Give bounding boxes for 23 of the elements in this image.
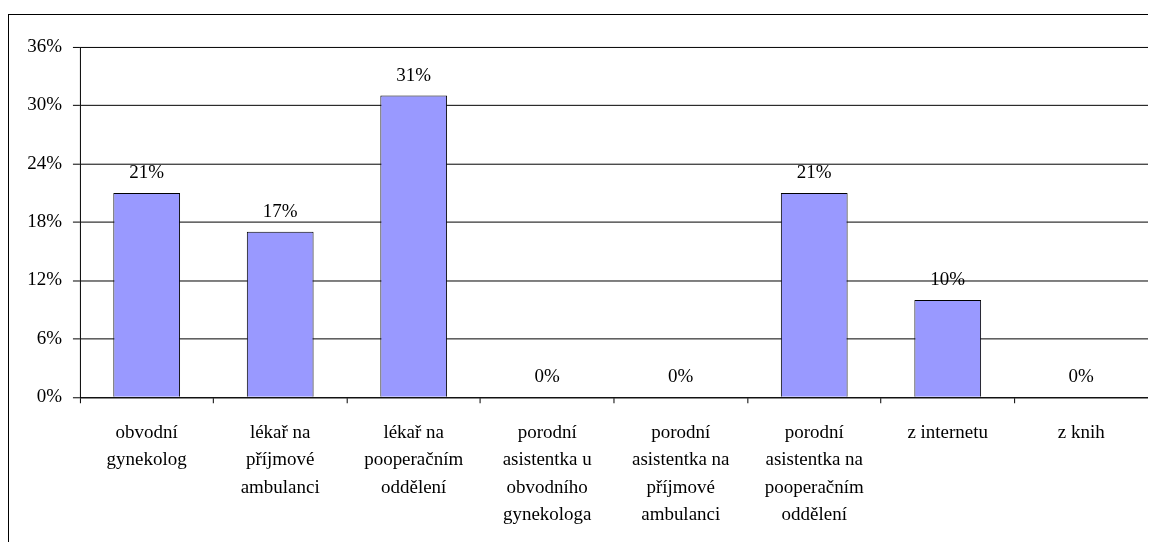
- data-label: 21%: [796, 160, 832, 182]
- data-label: 17%: [262, 199, 298, 221]
- x-tick-label: porodní asistentka na pooperačním oddělení: [764, 420, 865, 525]
- y-tick-label: 24%: [27, 151, 63, 173]
- data-label: 31%: [396, 63, 432, 85]
- data-label: 0%: [534, 365, 561, 387]
- x-tick-label: lékař na pooperačním oddělení: [364, 420, 464, 497]
- x-tick-label: porodní asistentka na příjmové ambulanci: [631, 420, 731, 525]
- x-tick-label: porodní asistentka u obvodního gynekologa: [502, 420, 593, 525]
- y-tick-label: 0%: [36, 385, 63, 407]
- data-label: 10%: [930, 268, 966, 289]
- x-tick-label: z knih: [1057, 420, 1106, 442]
- x-tick-label: obvodní gynekolog: [106, 420, 188, 470]
- y-tick-label: 36%: [27, 34, 63, 56]
- y-tick-label: 30%: [27, 93, 63, 115]
- data-label: 0%: [1068, 365, 1095, 387]
- y-tick-label: 18%: [27, 210, 63, 232]
- x-tick-label: z internetu: [907, 420, 989, 442]
- x-tick-label: lékař na příjmové ambulanci: [240, 420, 320, 497]
- y-tick-label: 6%: [36, 326, 63, 348]
- data-label: 0%: [668, 365, 694, 387]
- data-label: 21%: [129, 160, 165, 182]
- y-tick-label: 12%: [27, 268, 63, 290]
